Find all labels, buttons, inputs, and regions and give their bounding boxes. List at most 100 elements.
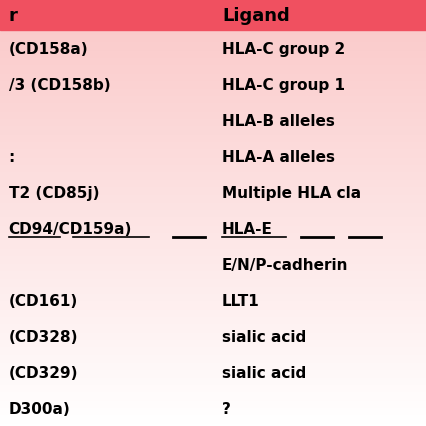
Bar xyxy=(0,378,426,379)
Bar xyxy=(0,145,426,146)
Bar xyxy=(0,67,426,68)
Bar xyxy=(0,203,426,204)
Bar xyxy=(0,369,426,371)
Bar xyxy=(0,412,426,413)
Bar xyxy=(0,150,426,152)
Bar xyxy=(0,344,426,345)
Bar xyxy=(0,209,426,210)
Bar xyxy=(0,57,426,58)
Bar xyxy=(0,257,426,259)
Bar xyxy=(0,285,426,287)
Bar xyxy=(0,48,426,50)
Bar xyxy=(0,35,426,37)
Bar xyxy=(0,260,426,261)
Bar xyxy=(0,119,426,121)
Text: E/N/P-cadherin: E/N/P-cadherin xyxy=(222,257,348,272)
Bar xyxy=(0,52,426,54)
Text: Multiple HLA cla: Multiple HLA cla xyxy=(222,185,360,200)
Bar xyxy=(0,192,426,193)
Bar xyxy=(0,409,426,410)
Bar xyxy=(0,195,426,196)
Bar xyxy=(0,180,426,182)
Bar xyxy=(0,112,426,114)
Bar xyxy=(0,167,426,169)
Bar xyxy=(0,138,426,139)
Bar xyxy=(0,297,426,298)
Bar xyxy=(0,259,426,260)
Bar xyxy=(0,71,426,72)
Bar xyxy=(0,152,426,153)
Bar xyxy=(0,153,426,155)
Bar xyxy=(0,29,426,30)
Bar xyxy=(0,217,426,219)
Bar xyxy=(0,335,426,337)
Bar xyxy=(0,88,426,89)
Bar xyxy=(0,141,426,142)
Bar xyxy=(0,385,426,386)
Bar xyxy=(0,21,426,23)
Bar xyxy=(0,133,426,135)
Bar xyxy=(0,278,426,280)
Bar xyxy=(0,30,426,31)
Text: ?: ? xyxy=(222,400,230,415)
Bar xyxy=(0,362,426,363)
Bar xyxy=(0,169,426,170)
Bar xyxy=(0,172,426,173)
Bar xyxy=(0,391,426,392)
Bar xyxy=(0,322,426,324)
Bar xyxy=(0,124,426,125)
Bar xyxy=(0,243,426,244)
Bar xyxy=(0,139,426,141)
Bar xyxy=(0,183,426,184)
Bar xyxy=(0,159,426,161)
Bar xyxy=(0,214,426,216)
Bar xyxy=(0,16,426,17)
Bar xyxy=(0,388,426,389)
Bar xyxy=(0,80,426,81)
Bar xyxy=(0,414,426,416)
Bar xyxy=(0,61,426,63)
Bar xyxy=(0,33,426,34)
Bar xyxy=(0,94,426,95)
Bar xyxy=(0,97,426,98)
Bar xyxy=(0,318,426,320)
Bar xyxy=(0,420,426,422)
Text: sialic acid: sialic acid xyxy=(222,329,305,344)
Bar xyxy=(0,20,426,21)
Bar xyxy=(0,246,426,247)
Bar xyxy=(0,261,426,263)
Bar xyxy=(0,375,426,376)
Bar xyxy=(0,374,426,375)
Text: HLA-C group 2: HLA-C group 2 xyxy=(222,42,345,57)
Bar xyxy=(0,267,426,268)
Bar xyxy=(0,156,426,158)
Bar xyxy=(0,64,426,65)
Text: T2 (CD85j): T2 (CD85j) xyxy=(9,185,99,200)
Bar xyxy=(0,14,426,16)
Bar xyxy=(0,149,426,150)
Bar xyxy=(0,116,426,118)
Bar xyxy=(0,240,426,242)
Bar xyxy=(0,225,426,226)
Bar xyxy=(0,315,426,317)
Bar xyxy=(0,293,426,294)
Bar xyxy=(0,165,426,166)
Bar xyxy=(0,197,426,199)
Bar xyxy=(0,282,426,284)
Bar xyxy=(0,341,426,342)
Bar xyxy=(0,366,426,368)
Bar xyxy=(0,311,426,312)
Bar xyxy=(0,268,426,270)
Bar xyxy=(0,406,426,408)
Bar xyxy=(0,301,426,302)
Bar xyxy=(0,58,426,60)
Bar xyxy=(0,251,426,253)
Bar xyxy=(0,131,426,132)
Bar xyxy=(0,273,426,274)
Bar xyxy=(0,239,426,240)
Bar xyxy=(0,162,426,163)
Bar xyxy=(0,34,426,35)
Bar xyxy=(0,231,426,233)
Bar xyxy=(0,386,426,388)
Bar xyxy=(0,189,426,190)
